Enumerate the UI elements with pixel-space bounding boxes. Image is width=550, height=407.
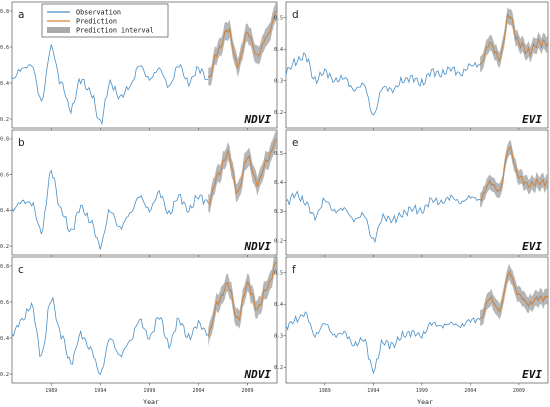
panel-b-index-label: NDVI bbox=[244, 240, 272, 253]
panel-c-letter: c bbox=[18, 264, 24, 276]
panel-b-prediction-line bbox=[207, 138, 278, 206]
legend-interval-label: Prediction interval bbox=[76, 27, 154, 35]
x-axis-label-left: Year bbox=[143, 398, 159, 406]
panel-d-letter: d bbox=[292, 9, 299, 21]
panel-a-ytick-label: 0.2 bbox=[0, 117, 9, 123]
legend-prediction-label: Prediction bbox=[76, 18, 117, 26]
legend: Observation Prediction Prediction interv… bbox=[41, 3, 169, 38]
panel-c-observation-line bbox=[11, 296, 209, 376]
panel-b-ytick-label: 0.4 bbox=[0, 208, 9, 214]
panel-b-ytick-label: 0.2 bbox=[0, 244, 9, 250]
panel-d-ytick-label: 0.2 bbox=[274, 110, 283, 116]
panel-a-observation-line bbox=[11, 44, 209, 126]
panel-a-ytick-label: 0.8 bbox=[0, 9, 9, 15]
panel-f-xtick-label: 1994 bbox=[367, 388, 379, 394]
panel-c-xtick-label: 2009 bbox=[242, 388, 254, 394]
panel-c-prediction-line bbox=[207, 261, 278, 338]
panel-f-prediction-interval bbox=[480, 263, 548, 327]
panel-c-xtick-label: 1989 bbox=[45, 388, 57, 394]
panel-f-letter: f bbox=[292, 264, 296, 276]
panel-d-ytick-label: 0.4 bbox=[274, 47, 283, 53]
panel-f-prediction-line bbox=[479, 270, 549, 319]
panel-c-ytick-label: 0.4 bbox=[0, 336, 9, 342]
panel-e-frame bbox=[285, 129, 549, 256]
panel-c-ytick-label: 0.2 bbox=[0, 372, 9, 378]
legend-interval-swatch bbox=[47, 27, 70, 33]
panel-d-observation-line bbox=[285, 52, 481, 116]
panel-e-ytick-label: 0.5 bbox=[274, 151, 283, 157]
panel-a-index-label: NDVI bbox=[244, 113, 272, 126]
panel-c-xtick-label: 1994 bbox=[94, 388, 106, 394]
panel-b-ytick-label: 0.8 bbox=[0, 137, 9, 143]
panel-d-index-label: EVI bbox=[522, 113, 542, 126]
panel-e-ytick-label: 0.3 bbox=[274, 209, 283, 215]
panel-d: 0.2 0.3 0.4 0.5 d EVI bbox=[274, 1, 549, 131]
panel-e-index-label: EVI bbox=[522, 240, 542, 253]
panel-e-prediction-line bbox=[479, 147, 549, 201]
panel-f-frame bbox=[285, 256, 549, 384]
panel-f-ytick-label: 0.4 bbox=[274, 302, 283, 308]
panel-c-xtick-label: 1999 bbox=[143, 388, 155, 394]
panel-f-observation-line bbox=[285, 311, 481, 375]
panel-e-ytick-label: 0.2 bbox=[274, 238, 283, 244]
panel-d-ytick-label: 0.5 bbox=[274, 16, 283, 22]
panel-b-ytick-label: 0.6 bbox=[0, 172, 9, 178]
x-axis-label-right: Year bbox=[417, 398, 433, 406]
panel-e-letter: e bbox=[292, 137, 298, 149]
panel-d-ytick-label: 0.3 bbox=[274, 79, 283, 85]
panel-f-xtick-label: 2009 bbox=[513, 388, 525, 394]
panel-a-prediction-line bbox=[208, 10, 278, 78]
panel-c-ytick-label: 0.6 bbox=[0, 300, 9, 306]
panel-c: 0.2 0.4 0.6 0.8 1989 1994 1999 2004 2009 c NDVI bbox=[0, 253, 278, 394]
panel-e: 0.2 0.3 0.4 0.5 e EVI bbox=[274, 129, 549, 258]
panel-d-prediction-line bbox=[479, 13, 549, 65]
panel-f-index-label: EVI bbox=[522, 368, 542, 381]
panel-a-ytick-label: 0.4 bbox=[0, 81, 9, 87]
panel-a-ytick-label: 0.6 bbox=[0, 45, 9, 51]
panel-c-xtick-label: 2004 bbox=[192, 388, 204, 394]
panel-f-ytick-label: 0.2 bbox=[274, 365, 283, 371]
panel-b-letter: b bbox=[18, 137, 25, 149]
panel-b-observation-line bbox=[11, 169, 209, 250]
panel-b: 0.2 0.4 0.6 0.8 b NDVI bbox=[0, 129, 278, 258]
panel-f-xtick-label: 1999 bbox=[416, 388, 428, 394]
panel-a-prediction-interval bbox=[208, 2, 277, 87]
panel-f-ytick-label: 0.3 bbox=[274, 334, 283, 340]
legend-observation-label: Observation bbox=[76, 9, 121, 17]
panel-f: 0.2 0.3 0.4 0.5 1989 1994 1999 2004 2009 f EVI bbox=[274, 256, 549, 394]
panel-d-frame bbox=[285, 1, 549, 129]
panel-c-ytick-label: 0.8 bbox=[0, 264, 9, 270]
panel-e-observation-line bbox=[285, 190, 481, 244]
panel-f-xtick-label: 2004 bbox=[464, 388, 476, 394]
panel-c-index-label: NDVI bbox=[244, 368, 272, 381]
panel-f-ytick-label: 0.5 bbox=[274, 271, 283, 277]
panel-b-prediction-interval bbox=[208, 130, 277, 214]
panel-a-letter: a bbox=[18, 9, 24, 21]
panel-e-ytick-label: 0.4 bbox=[274, 180, 283, 186]
panel-f-xtick-label: 1989 bbox=[319, 388, 331, 394]
